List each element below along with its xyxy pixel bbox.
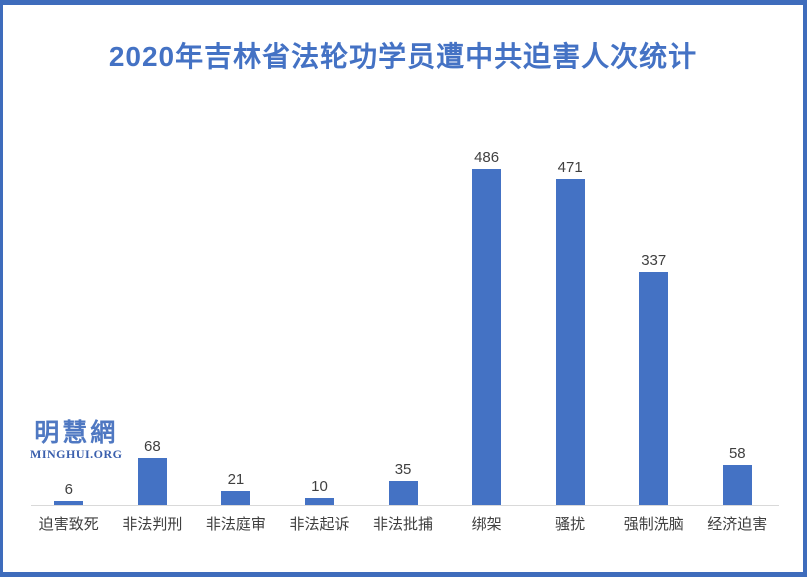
category-label: 非法起诉 (289, 516, 350, 533)
bar (722, 464, 752, 505)
bar (639, 272, 669, 505)
minghui-watermark: 明慧網 MINGHUI.ORG (30, 420, 123, 461)
bar-cell: 10 (278, 479, 362, 505)
bar-chart-plot: 6 68 21 10 35 486 471 337 58 迫害致死 非法判刑 非法庭审 非法起诉 非法批… (27, 5, 779, 572)
bar (304, 498, 334, 505)
bar-value-label: 10 (311, 478, 328, 496)
bar-cell: 337 (612, 253, 696, 505)
bar (137, 458, 167, 505)
bar-value-label: 6 (64, 480, 73, 498)
bar (472, 169, 502, 505)
chart-title: 2020年吉林省法轮功学员遭中共迫害人次统计 (108, 41, 698, 72)
bar-cell: 6 (27, 482, 111, 505)
category-label: 绑架 (471, 516, 502, 533)
bar (388, 480, 418, 505)
bar-value-label: 68 (144, 438, 161, 455)
bar-value-label: 337 (641, 252, 667, 269)
category-label: 经济迫害 (707, 516, 768, 533)
category-label: 迫害致死 (38, 516, 99, 533)
bar-value-label: 21 (227, 470, 245, 488)
category-label: 非法批捕 (373, 516, 434, 533)
bar-cell: 58 (696, 446, 780, 505)
category-label: 骚扰 (555, 516, 586, 533)
category-labels-row: 迫害致死 非法判刑 非法庭审 非法起诉 非法批捕 绑架 骚扰 强制洗脑 经济迫害 (27, 517, 779, 532)
bar-value-label: 486 (474, 149, 500, 166)
x-axis-line (31, 505, 779, 506)
category-label: 强制洗脑 (623, 516, 684, 533)
bar-cell: 68 (111, 439, 195, 505)
bar-cell: 35 (361, 462, 445, 505)
bar-value-label: 58 (728, 444, 746, 462)
category-label: 非法判刑 (122, 516, 183, 533)
bar (555, 179, 585, 505)
bar (54, 500, 84, 505)
category-label: 非法庭审 (205, 516, 266, 533)
minghui-logo-english: MINGHUI.ORG (30, 446, 123, 461)
bar-value-label: 35 (394, 460, 412, 478)
minghui-logo-chinese: 明慧網 (34, 420, 119, 447)
bar-cell: 471 (528, 160, 612, 505)
bar-cell: 486 (445, 150, 529, 505)
bar-cell: 21 (194, 470, 278, 505)
bars-container: 6 68 21 10 35 486 471 337 58 (27, 150, 779, 505)
bar-value-label: 471 (557, 159, 583, 177)
bar (221, 490, 251, 505)
